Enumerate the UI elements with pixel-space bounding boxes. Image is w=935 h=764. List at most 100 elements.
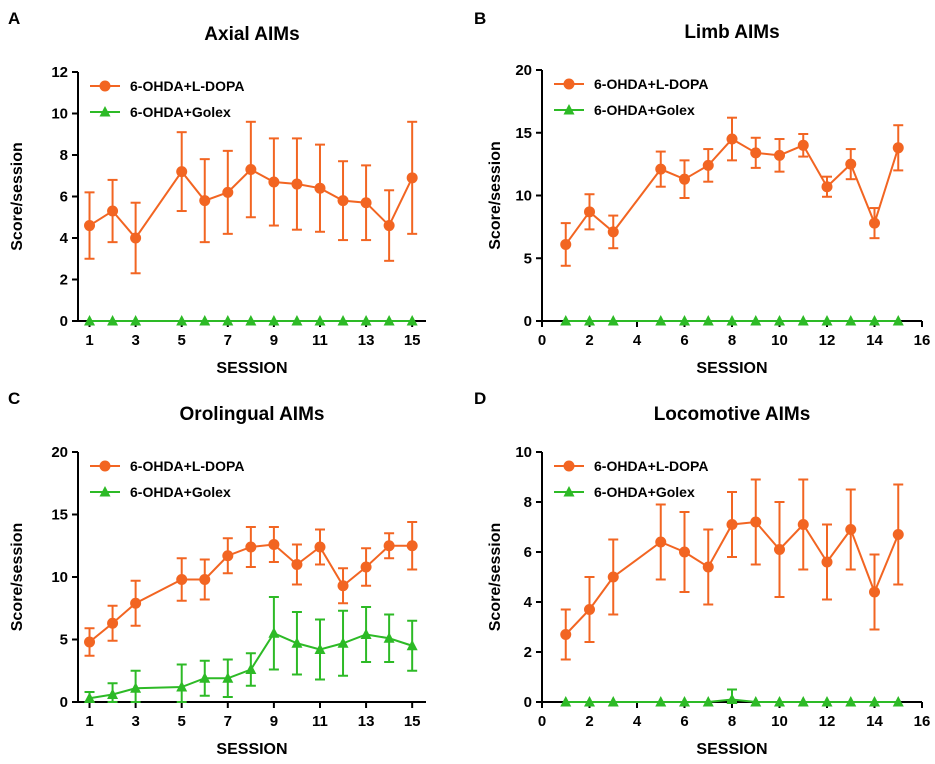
data-point (383, 540, 395, 552)
data-point (406, 172, 418, 184)
legend-marker (99, 460, 111, 472)
data-point (726, 693, 738, 704)
x-tick-label: 6 (680, 332, 688, 349)
x-tick-label: 11 (312, 332, 328, 349)
chart-title: Limb AIMs (684, 22, 779, 43)
y-tick-label: 10 (51, 106, 68, 123)
x-tick-label: 15 (404, 713, 421, 730)
legend: 6-OHDA+L-DOPA 6-OHDA+Golex (554, 458, 708, 500)
data-point (797, 519, 809, 530)
data-point (383, 220, 395, 232)
data-point (383, 632, 395, 643)
data-point (584, 315, 595, 326)
y-axis-label: Score/session (9, 142, 26, 251)
panel-letter: B (474, 9, 486, 28)
data-point (607, 696, 619, 707)
data-point (245, 315, 257, 326)
y-tick-label: 15 (51, 507, 68, 524)
data-point (176, 574, 188, 585)
data-point (560, 696, 572, 707)
legend-marker (563, 78, 575, 90)
x-tick-label: 1 (85, 713, 93, 730)
data-point (176, 681, 188, 692)
data-point (726, 519, 738, 530)
x-tick-label: 10 (771, 332, 788, 349)
data-point (107, 315, 119, 326)
data-point (607, 226, 619, 238)
x-tick-label: 7 (224, 332, 232, 349)
data-point (199, 195, 211, 207)
y-tick-label: 0 (524, 694, 532, 711)
y-tick-label: 5 (524, 250, 532, 267)
data-point (655, 696, 667, 707)
legend-label: 6-OHDA+Golex (130, 484, 231, 500)
x-tick-label: 5 (178, 713, 186, 730)
data-point (679, 315, 690, 326)
data-point (268, 539, 280, 550)
data-point (337, 580, 349, 592)
series-golex (560, 315, 904, 326)
chart-title: Axial AIMs (204, 24, 299, 45)
legend-label: 6-OHDA+L-DOPA (594, 458, 708, 474)
data-point (702, 159, 714, 171)
data-point (130, 682, 142, 693)
data-point (845, 315, 857, 326)
data-point (679, 173, 690, 185)
legend: 6-OHDA+L-DOPA 6-OHDA+Golex (90, 458, 244, 500)
x-tick-label: 8 (728, 713, 736, 730)
y-tick-label: 4 (524, 594, 533, 611)
data-point (702, 315, 714, 326)
data-point (199, 315, 211, 326)
y-tick-label: 12 (51, 64, 68, 81)
data-point (845, 158, 857, 170)
x-tick-label: 14 (866, 713, 883, 730)
x-tick-label: 15 (404, 332, 421, 349)
x-tick-label: 6 (680, 713, 688, 730)
x-tick-label: 2 (585, 713, 593, 730)
data-point (291, 178, 303, 190)
data-point (797, 696, 809, 707)
data-point (360, 561, 372, 573)
data-point (291, 315, 303, 326)
legend: 6-OHDA+L-DOPA 6-OHDA+Golex (554, 76, 708, 118)
data-point (291, 559, 303, 570)
data-point (360, 197, 372, 209)
data-point (360, 628, 372, 639)
data-point (245, 541, 257, 553)
data-point (655, 163, 667, 175)
y-tick-label: 2 (60, 272, 68, 289)
x-tick-label: 11 (312, 713, 328, 730)
data-point (584, 696, 595, 707)
x-axis-label: SESSION (216, 360, 287, 377)
data-point (130, 597, 142, 609)
data-point (655, 536, 667, 548)
data-point (84, 692, 96, 703)
x-tick-label: 9 (270, 713, 278, 730)
data-point (584, 604, 595, 615)
data-point (821, 181, 833, 193)
x-tick-label: 0 (538, 332, 546, 349)
data-point (750, 315, 762, 326)
panel-d: D Locomotive AIMs 0 2 4 6 8 10 0 2 4 6 8 10 12 14 16 SESS… (474, 389, 930, 758)
data-point (222, 672, 234, 683)
y-tick-label: 6 (524, 544, 532, 561)
data-point (869, 586, 880, 598)
data-point (702, 696, 714, 707)
data-point (702, 561, 714, 573)
data-point (107, 617, 119, 629)
x-tick-label: 16 (914, 713, 931, 730)
data-point (245, 164, 257, 176)
y-tick-label: 0 (60, 313, 68, 330)
data-point (406, 540, 418, 552)
x-axis-label: SESSION (696, 360, 767, 377)
x-axis-label: SESSION (696, 741, 767, 758)
series-line (565, 698, 899, 703)
y-tick-label: 10 (515, 444, 532, 461)
data-point (560, 315, 572, 326)
y-tick-label: 10 (51, 569, 68, 586)
data-point (291, 637, 303, 648)
x-tick-label: 1 (85, 332, 93, 349)
chart-title: Locomotive AIMs (654, 404, 811, 425)
data-point (821, 696, 833, 707)
